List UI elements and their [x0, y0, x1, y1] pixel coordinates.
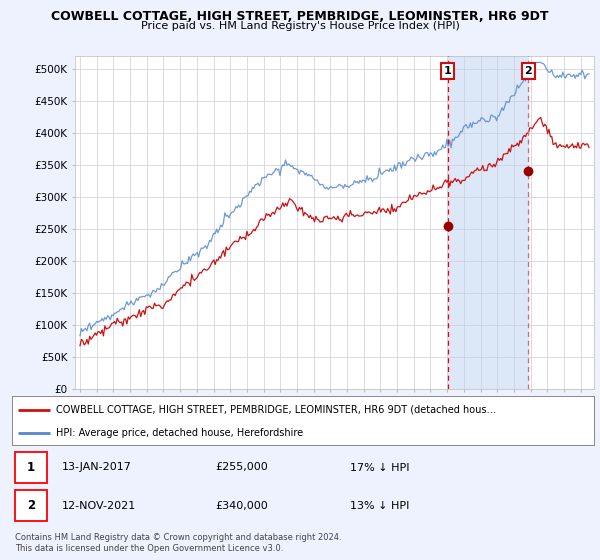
Text: 1: 1	[27, 461, 35, 474]
Text: Price paid vs. HM Land Registry's House Price Index (HPI): Price paid vs. HM Land Registry's House …	[140, 21, 460, 31]
Text: 17% ↓ HPI: 17% ↓ HPI	[350, 463, 409, 473]
FancyBboxPatch shape	[15, 490, 47, 521]
FancyBboxPatch shape	[15, 452, 47, 483]
Text: 13-JAN-2017: 13-JAN-2017	[61, 463, 131, 473]
Text: 13% ↓ HPI: 13% ↓ HPI	[350, 501, 409, 511]
Text: COWBELL COTTAGE, HIGH STREET, PEMBRIDGE, LEOMINSTER, HR6 9DT: COWBELL COTTAGE, HIGH STREET, PEMBRIDGE,…	[51, 10, 549, 22]
Text: HPI: Average price, detached house, Herefordshire: HPI: Average price, detached house, Here…	[56, 428, 303, 438]
Text: 2: 2	[27, 499, 35, 512]
Text: 2: 2	[524, 66, 532, 76]
Text: 12-NOV-2021: 12-NOV-2021	[61, 501, 136, 511]
Bar	[448, 56, 529, 389]
Text: COWBELL COTTAGE, HIGH STREET, PEMBRIDGE, LEOMINSTER, HR6 9DT (detached hous…: COWBELL COTTAGE, HIGH STREET, PEMBRIDGE,…	[56, 405, 496, 415]
Text: £340,000: £340,000	[216, 501, 268, 511]
Text: £255,000: £255,000	[216, 463, 268, 473]
Text: Contains HM Land Registry data © Crown copyright and database right 2024.
This d: Contains HM Land Registry data © Crown c…	[15, 533, 341, 553]
Text: 1: 1	[444, 66, 452, 76]
